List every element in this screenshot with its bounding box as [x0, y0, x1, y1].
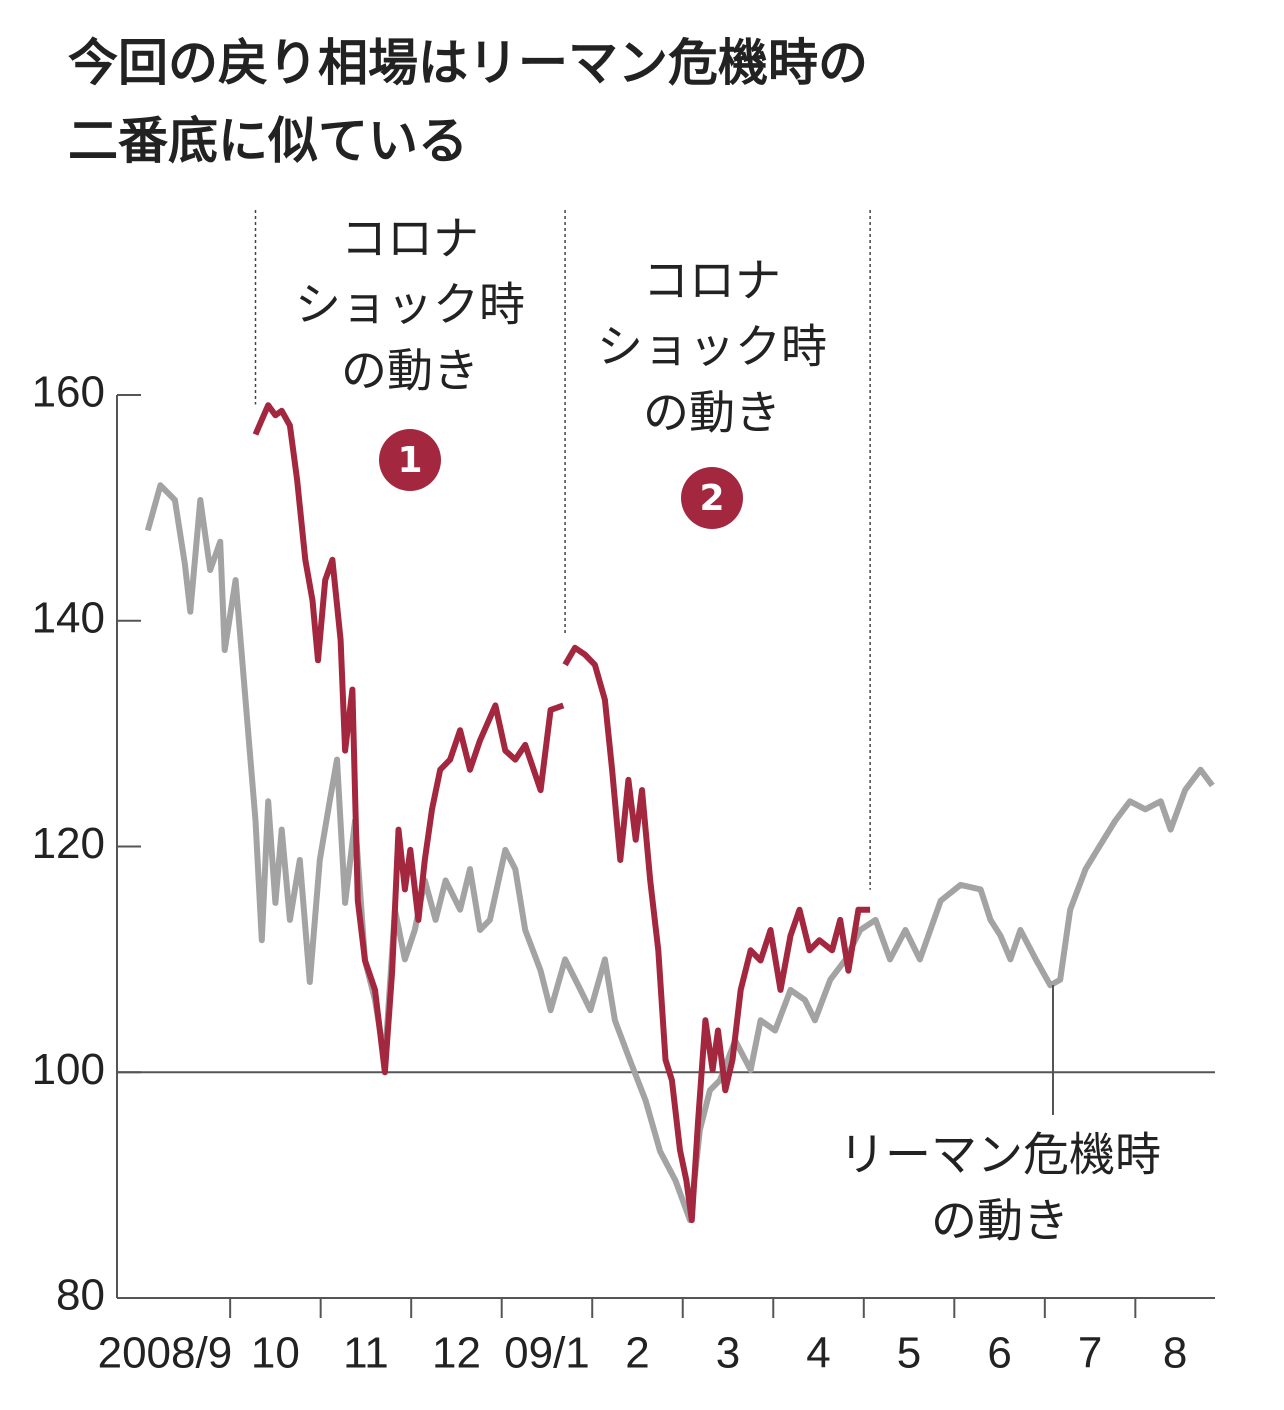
- badge-circle: [681, 467, 743, 529]
- x-tick-label: 09/1: [504, 1329, 590, 1378]
- x-tick-label: 5: [897, 1329, 921, 1378]
- annotation: の動き: [341, 344, 479, 398]
- chart-title: 今回の戻り相場はリーマン危機時の: [68, 34, 868, 92]
- x-tick-label: 2008/9: [98, 1329, 233, 1378]
- x-tick-label: 4: [806, 1329, 830, 1378]
- x-tick-label: 2: [625, 1329, 649, 1378]
- badge-circle: [379, 429, 441, 491]
- y-tick-label: 140: [32, 593, 105, 642]
- y-tick-label: 80: [56, 1271, 105, 1320]
- x-tick-label: 11: [343, 1329, 389, 1378]
- x-tick-label: 8: [1163, 1329, 1187, 1378]
- x-tick-label: 7: [1078, 1329, 1102, 1378]
- chart-title: 二番底に似ている: [68, 112, 468, 170]
- x-tick-label: 3: [716, 1329, 740, 1378]
- badge-label: 1: [397, 440, 422, 481]
- annotation: の動き: [643, 386, 781, 440]
- x-tick-label: 6: [987, 1329, 1011, 1378]
- annotation: ショック時: [597, 320, 827, 374]
- x-tick-label: 10: [251, 1329, 300, 1378]
- annotation: の動き: [931, 1194, 1069, 1248]
- series-line: [562, 644, 871, 1224]
- y-tick-label: 120: [32, 819, 105, 868]
- annotation: コロナ: [643, 254, 781, 308]
- annotation: リーマン危機時: [839, 1128, 1161, 1182]
- x-tick-label: 12: [432, 1329, 481, 1378]
- y-tick-label: 160: [32, 368, 105, 417]
- annotation: コロナ: [341, 212, 479, 266]
- y-tick-label: 100: [32, 1045, 105, 1094]
- series-line: [252, 402, 565, 1076]
- series-line: [144, 482, 1215, 1224]
- annotation: ショック時: [295, 278, 525, 332]
- badge-label: 2: [699, 478, 724, 519]
